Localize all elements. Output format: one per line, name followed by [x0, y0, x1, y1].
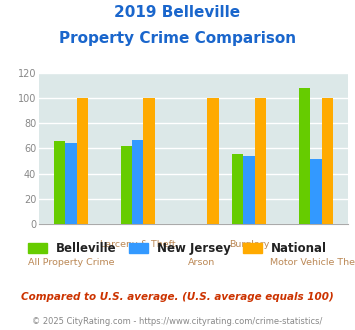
- Text: All Property Crime: All Property Crime: [28, 258, 114, 267]
- Text: Compared to U.S. average. (U.S. average equals 100): Compared to U.S. average. (U.S. average …: [21, 292, 334, 302]
- Bar: [232, 153, 244, 224]
- Text: Motor Vehicle Theft: Motor Vehicle Theft: [270, 258, 355, 267]
- Bar: [322, 98, 333, 224]
- Bar: [255, 98, 266, 224]
- Text: 2019 Belleville: 2019 Belleville: [114, 5, 241, 20]
- Text: Arson: Arson: [188, 258, 215, 267]
- Bar: [54, 141, 65, 224]
- Bar: [65, 144, 77, 224]
- Legend: Belleville, New Jersey, National: Belleville, New Jersey, National: [23, 237, 332, 260]
- Bar: [244, 156, 255, 224]
- Text: Burglary: Burglary: [229, 240, 269, 248]
- Bar: [132, 140, 143, 224]
- Bar: [310, 159, 322, 224]
- Bar: [121, 146, 132, 224]
- Text: Property Crime Comparison: Property Crime Comparison: [59, 31, 296, 46]
- Bar: [143, 98, 155, 224]
- Bar: [77, 98, 88, 224]
- Text: © 2025 CityRating.com - https://www.cityrating.com/crime-statistics/: © 2025 CityRating.com - https://www.city…: [32, 317, 323, 326]
- Text: Larceny & Theft: Larceny & Theft: [100, 240, 176, 248]
- Bar: [299, 88, 310, 224]
- Bar: [207, 98, 219, 224]
